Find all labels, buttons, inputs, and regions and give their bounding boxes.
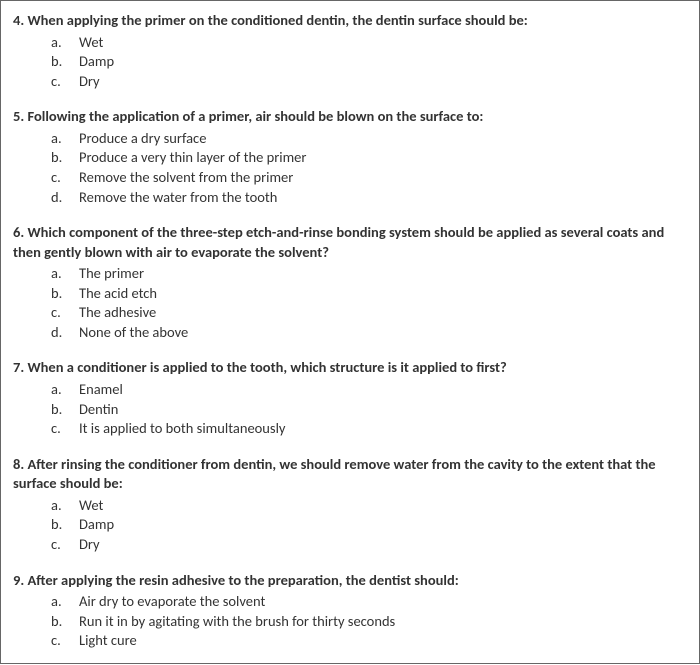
option-row: b. Damp: [51, 515, 687, 535]
option-row: d. Remove the water from the tooth: [51, 188, 687, 208]
options-list: a. Wet b. Damp c. Dry: [51, 33, 687, 92]
option-row: b. Dentin: [51, 400, 687, 420]
quiz-page: 4. When applying the primer on the condi…: [0, 0, 700, 664]
option-text: Enamel: [79, 380, 123, 400]
option-text: The primer: [79, 264, 144, 284]
option-text: None of the above: [79, 323, 188, 343]
options-list: a. The primer b. The acid etch c. The ad…: [51, 264, 687, 342]
question-block: 9. After applying the resin adhesive to …: [13, 571, 687, 651]
question-stem: 9. After applying the resin adhesive to …: [13, 571, 687, 591]
option-row: a. Wet: [51, 33, 687, 53]
option-row: a. The primer: [51, 264, 687, 284]
question-block: 6. Which component of the three-step etc…: [13, 223, 687, 342]
option-text: The adhesive: [79, 303, 156, 323]
option-text: Dry: [79, 535, 100, 555]
option-letter: d.: [51, 188, 79, 208]
question-stem: 6. Which component of the three-step etc…: [13, 223, 687, 262]
question-stem: 4. When applying the primer on the condi…: [13, 11, 687, 31]
option-letter: c.: [51, 72, 79, 92]
option-text: Remove the solvent from the primer: [79, 168, 293, 188]
option-text: Produce a very thin layer of the primer: [79, 148, 306, 168]
option-row: b. The acid etch: [51, 284, 687, 304]
option-letter: a.: [51, 496, 79, 516]
question-stem: 5. Following the application of a primer…: [13, 107, 687, 127]
option-row: a. Wet: [51, 496, 687, 516]
option-letter: c.: [51, 168, 79, 188]
option-text: Damp: [79, 515, 114, 535]
option-letter: c.: [51, 631, 79, 651]
option-row: c. Dry: [51, 535, 687, 555]
option-row: c. It is applied to both simultaneously: [51, 419, 687, 439]
option-row: a. Enamel: [51, 380, 687, 400]
option-text: Produce a dry surface: [79, 129, 206, 149]
option-text: Air dry to evaporate the solvent: [79, 592, 265, 612]
option-row: b. Run it in by agitating with the brush…: [51, 612, 687, 632]
option-row: c. Dry: [51, 72, 687, 92]
option-text: Wet: [79, 33, 103, 53]
option-text: It is applied to both simultaneously: [79, 419, 285, 439]
option-row: a. Produce a dry surface: [51, 129, 687, 149]
question-block: 5. Following the application of a primer…: [13, 107, 687, 207]
question-stem: 8. After rinsing the conditioner from de…: [13, 455, 687, 494]
option-text: Light cure: [79, 631, 137, 651]
option-letter: c.: [51, 303, 79, 323]
option-text: The acid etch: [79, 284, 157, 304]
option-text: Dry: [79, 72, 100, 92]
options-list: a. Wet b. Damp c. Dry: [51, 496, 687, 555]
option-letter: a.: [51, 380, 79, 400]
option-letter: c.: [51, 535, 79, 555]
option-letter: a.: [51, 129, 79, 149]
option-text: Remove the water from the tooth: [79, 188, 277, 208]
option-text: Dentin: [79, 400, 118, 420]
option-letter: b.: [51, 400, 79, 420]
option-row: c. Light cure: [51, 631, 687, 651]
question-block: 4. When applying the primer on the condi…: [13, 11, 687, 91]
option-letter: b.: [51, 612, 79, 632]
question-stem: 7. When a conditioner is applied to the …: [13, 358, 687, 378]
option-letter: a.: [51, 33, 79, 53]
options-list: a. Air dry to evaporate the solvent b. R…: [51, 592, 687, 651]
option-text: Damp: [79, 52, 114, 72]
option-row: a. Air dry to evaporate the solvent: [51, 592, 687, 612]
options-list: a. Produce a dry surface b. Produce a ve…: [51, 129, 687, 207]
option-letter: b.: [51, 148, 79, 168]
option-row: c. The adhesive: [51, 303, 687, 323]
question-block: 7. When a conditioner is applied to the …: [13, 358, 687, 438]
option-letter: b.: [51, 515, 79, 535]
option-row: b. Produce a very thin layer of the prim…: [51, 148, 687, 168]
option-letter: a.: [51, 592, 79, 612]
option-row: b. Damp: [51, 52, 687, 72]
option-letter: b.: [51, 52, 79, 72]
option-text: Run it in by agitating with the brush fo…: [79, 612, 395, 632]
option-row: d. None of the above: [51, 323, 687, 343]
options-list: a. Enamel b. Dentin c. It is applied to …: [51, 380, 687, 439]
option-letter: a.: [51, 264, 79, 284]
option-letter: c.: [51, 419, 79, 439]
option-letter: b.: [51, 284, 79, 304]
option-letter: d.: [51, 323, 79, 343]
option-text: Wet: [79, 496, 103, 516]
question-block: 8. After rinsing the conditioner from de…: [13, 455, 687, 555]
option-row: c. Remove the solvent from the primer: [51, 168, 687, 188]
